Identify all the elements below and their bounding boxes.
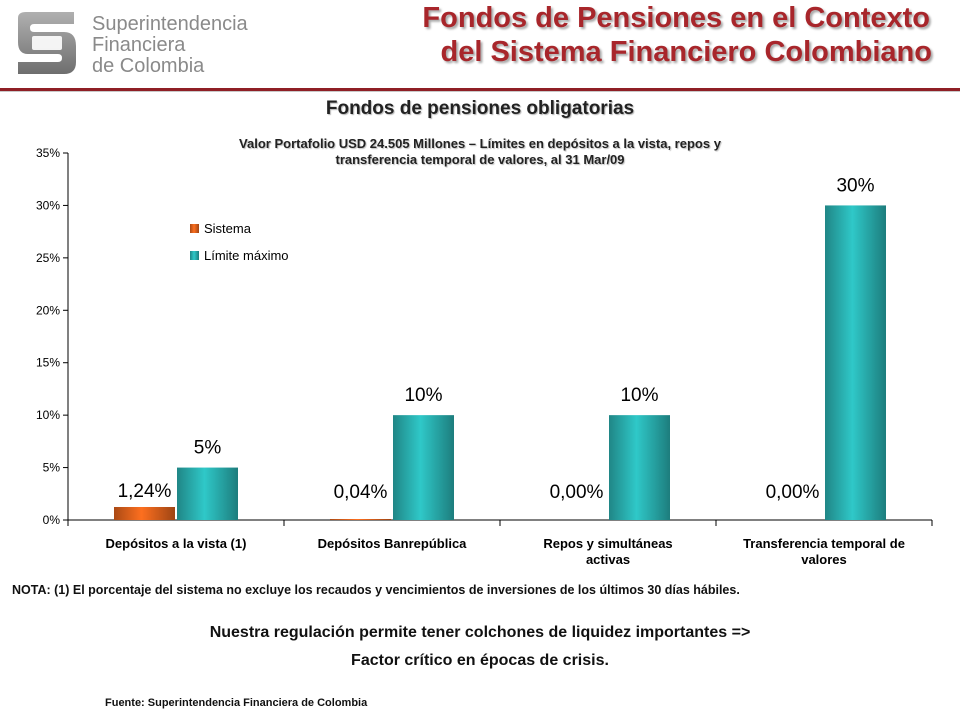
- data-label-limite: 5%: [194, 438, 222, 459]
- chart-subtitle: Valor Portafolio USD 24.505 Millones – L…: [170, 136, 790, 168]
- chart-note: NOTA: (1) El porcentaje del sistema no e…: [12, 583, 740, 597]
- bar-limite: [393, 415, 454, 520]
- header-divider: [0, 88, 960, 91]
- bar-limite: [609, 415, 670, 520]
- bar-sistema: [114, 506, 175, 520]
- data-label-sistema: 0,00%: [766, 482, 820, 503]
- x-category-label: Transferencia temporal de: [743, 536, 905, 551]
- y-tick-label: 20%: [36, 303, 60, 317]
- y-tick-label: 25%: [36, 251, 60, 265]
- logo-line-1: Superintendencia: [92, 13, 248, 35]
- message-line-2: Factor crítico en épocas de crisis.: [351, 652, 609, 669]
- x-category-label: Depósitos Banrepública: [318, 536, 468, 551]
- legend-swatch: [190, 251, 199, 260]
- data-label-sistema: 0,00%: [550, 482, 604, 503]
- legend-label: Límite máximo: [204, 248, 289, 263]
- x-category-label: activas: [586, 552, 630, 567]
- chart-title: Fondos de pensiones obligatorias: [325, 98, 635, 119]
- y-tick-label: 0%: [43, 513, 61, 527]
- bar-sistema: [330, 519, 391, 520]
- data-label-limite: 10%: [404, 385, 442, 406]
- data-label-sistema: 0,04%: [334, 482, 388, 503]
- x-category-label: Repos y simultáneas: [543, 536, 672, 551]
- x-category-label: valores: [801, 552, 847, 567]
- y-tick-label: 15%: [36, 356, 60, 370]
- header-divider-shadow: [0, 91, 960, 92]
- y-tick-label: 5%: [43, 461, 61, 475]
- legend-label: Sistema: [204, 221, 252, 236]
- logo-line-3: de Colombia: [92, 55, 205, 77]
- page-title-line-1: Fondos de Pensiones en el Contexto: [422, 2, 930, 34]
- bar-limite: [825, 205, 886, 520]
- y-tick-label: 30%: [36, 198, 60, 212]
- data-label-limite: 10%: [620, 385, 658, 406]
- y-tick-label: 35%: [36, 146, 60, 160]
- data-label-sistema: 1,24%: [118, 481, 172, 502]
- bar-limite: [177, 467, 238, 520]
- message-line-1: Nuestra regulación permite tener colchon…: [209, 624, 751, 641]
- logo-emblem-icon: [18, 12, 76, 74]
- page-title-line-2: del Sistema Financiero Colombiano: [440, 36, 933, 68]
- y-tick-label: 10%: [36, 408, 60, 422]
- x-category-label: Depósitos a la vista (1): [106, 536, 247, 551]
- superintendencia-logo: Superintendencia Financiera de Colombia: [12, 10, 248, 80]
- legend-swatch: [190, 224, 199, 233]
- bar-chart: 0% 5% 10% 15% 20% 25% 30% 35% 1,24% 5% Depósitos a…: [36, 146, 933, 567]
- data-label-limite: 30%: [836, 175, 874, 196]
- chart-subtitle-line-2: transferencia temporal de valores, al 31…: [335, 152, 625, 167]
- logo-line-2: Financiera: [92, 34, 186, 56]
- source-note: Fuente: Superintendencia Financiera de C…: [105, 697, 368, 709]
- chart-subtitle-line-1: Valor Portafolio USD 24.505 Millones – L…: [239, 136, 721, 151]
